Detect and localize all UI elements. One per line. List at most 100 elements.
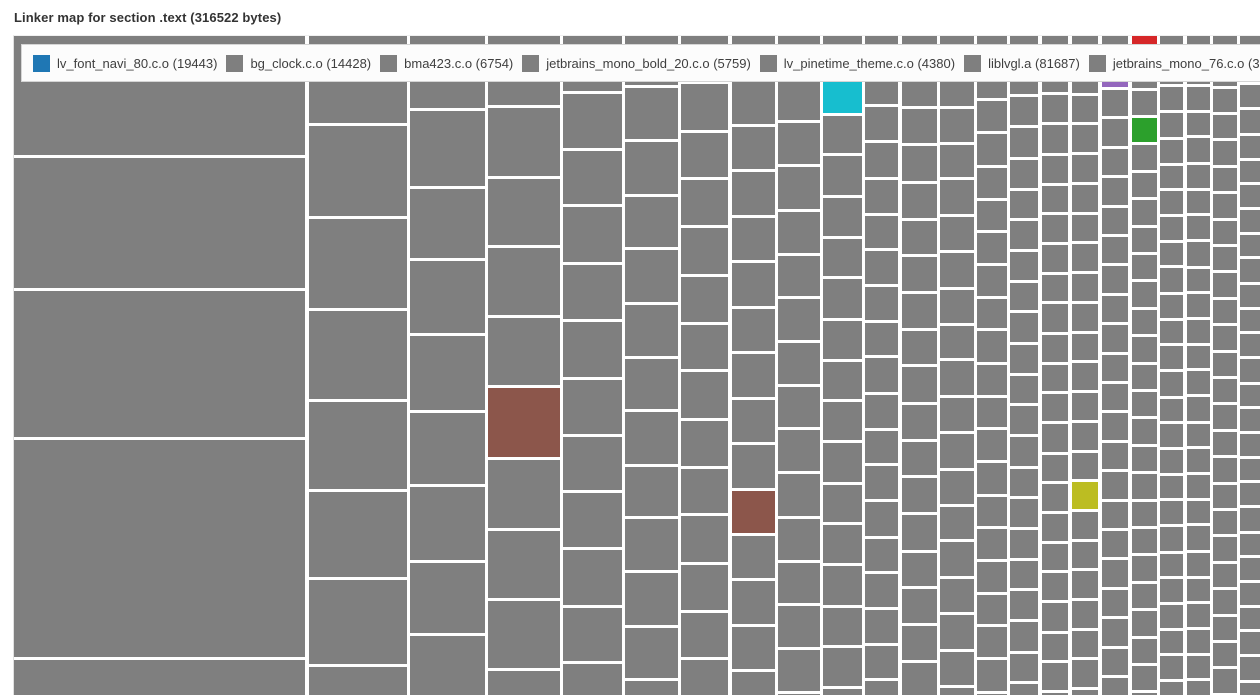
treemap-cell [625,305,678,356]
treemap-cell [732,491,775,533]
treemap-cell [1160,191,1183,214]
treemap-cell [1102,296,1128,322]
treemap-cell [309,580,407,664]
treemap-cell [1072,215,1098,241]
treemap-cell [1072,631,1098,657]
treemap-cell [1072,660,1098,687]
treemap-cell [1187,138,1210,162]
treemap-cell [977,168,1007,198]
treemap-cell [681,325,728,369]
treemap-cell [1187,424,1210,446]
treemap-cell [1042,304,1068,332]
treemap-cell [823,402,862,440]
treemap-cell [1213,168,1237,191]
treemap-cell [865,539,898,571]
treemap-cell [1132,365,1157,389]
legend-item[interactable]: lv_font_navi_80.c.o (19443) [33,54,218,72]
treemap-cell [488,318,560,385]
treemap-cell [778,650,820,691]
treemap-cell [1187,579,1210,601]
treemap-cell [1187,501,1210,523]
treemap-cell [1132,91,1157,115]
treemap-cell [1160,527,1183,551]
treemap-cell [1187,294,1210,317]
treemap-cell [1240,608,1260,629]
treemap-cell [1102,237,1128,263]
legend-item[interactable]: bma423.c.o (6754) [380,54,513,72]
treemap-cell [1240,583,1260,605]
treemap-cell [681,84,728,130]
legend-item[interactable]: bg_clock.c.o (14428) [226,54,372,72]
treemap-cell [778,519,820,560]
treemap-cell [902,367,937,402]
treemap-cell [865,323,898,355]
treemap-cell [778,167,820,209]
treemap-cell [778,563,820,603]
treemap-cell [563,322,622,377]
treemap-cell [1187,397,1210,421]
legend-item[interactable]: jetbrains_mono_bold_20.c.o (5759) [522,54,751,72]
treemap-cell [1102,325,1128,352]
treemap-cell [865,358,898,392]
treemap-cell [1132,474,1157,499]
treemap-cell [977,660,1007,691]
treemap-cell [1042,573,1068,600]
legend-item[interactable]: lv_pinetime_theme.c.o (4380) [759,54,955,72]
treemap-cell [778,123,820,164]
treemap-cell [1160,217,1183,240]
treemap-cell [732,82,775,124]
treemap-cell [778,606,820,647]
treemap-cell [681,372,728,418]
treemap-cell [1102,119,1128,146]
treemap-cell [1010,622,1038,651]
treemap-cell [1132,611,1157,636]
treemap-cell [977,331,1007,362]
treemap-cell [977,497,1007,526]
treemap-cell [14,660,305,695]
treemap-cell [681,516,728,562]
treemap-cell [1072,571,1098,598]
treemap-cell [1102,384,1128,410]
treemap-cell [902,146,937,181]
treemap-cell [940,471,974,504]
treemap-cell [625,88,678,139]
treemap-cell [940,688,974,695]
treemap-cell [940,542,974,576]
treemap-cell [1213,221,1237,244]
treemap-cell [1160,113,1183,137]
treemap-cell [1240,185,1260,207]
treemap-cell [823,279,862,318]
treemap-cell [902,109,937,143]
treemap-cell [902,589,937,623]
legend-item[interactable]: jetbrains_mono_76.c.o (3321) [1088,54,1260,72]
treemap-cell [902,626,937,660]
treemap-cell [977,463,1007,494]
treemap-plot: lv_font_navi_80.c.o (19443) bg_clock.c.o … [13,35,1260,695]
treemap-cell [732,127,775,169]
treemap-cell [1010,191,1038,218]
page-title: Linker map for section .text (316522 byt… [14,10,282,25]
treemap-cell [1160,631,1183,653]
treemap-cell [1010,469,1038,496]
treemap-cell [625,519,678,570]
treemap-cell [14,158,305,288]
legend-label: lv_font_navi_80.c.o (19443) [57,55,218,71]
legend-item[interactable]: liblvgl.a (81687) [964,54,1080,72]
treemap-cell [865,395,898,428]
legend-label: bg_clock.c.o (14428) [250,55,372,71]
treemap-cell [1160,554,1183,576]
treemap-cell [823,198,862,236]
treemap-cell [1072,542,1098,568]
treemap-cell [823,566,862,605]
treemap-cell [732,627,775,669]
treemap-cell [732,218,775,260]
treemap-cell [1042,544,1068,570]
treemap-cell [1010,376,1038,403]
treemap-cell [1213,247,1237,270]
treemap-cell [823,689,862,695]
treemap-cell [1160,243,1183,265]
treemap-cell [1042,125,1068,153]
treemap-cell [865,466,898,499]
treemap-cell [1102,413,1128,440]
treemap-cell [1042,603,1068,631]
